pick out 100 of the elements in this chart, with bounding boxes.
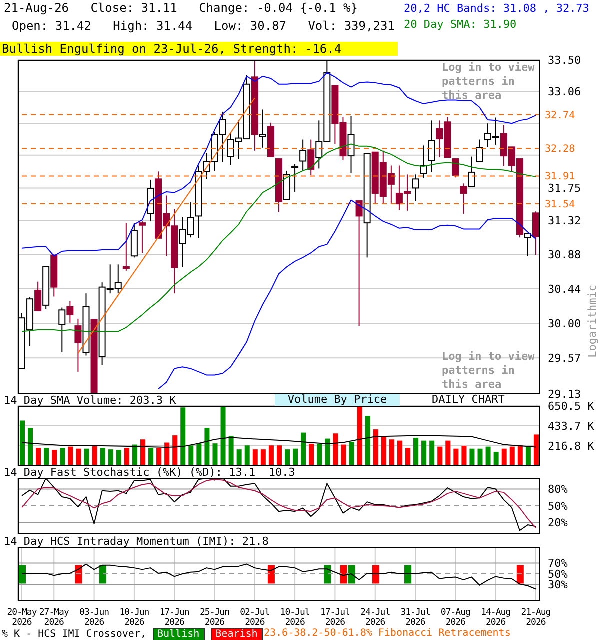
- y-tick-label: 30%: [548, 578, 568, 592]
- bar: [84, 448, 90, 466]
- bar: [446, 440, 451, 466]
- line-series: [22, 72, 536, 257]
- bar: [100, 448, 106, 466]
- bar: [20, 420, 25, 466]
- bar: [349, 442, 354, 466]
- bar: [486, 446, 491, 466]
- bar: [60, 448, 66, 466]
- y-tick-label: 33.06: [548, 86, 582, 98]
- bar: [470, 448, 475, 466]
- bar: [132, 444, 138, 466]
- candlestick: [412, 174, 420, 202]
- bar: [252, 450, 258, 466]
- candlestick: [460, 183, 468, 214]
- y-tick-label: 29.13: [548, 388, 582, 401]
- x-tick-label: 10-Jul 2026: [280, 608, 310, 628]
- bar: [276, 446, 282, 466]
- text: 23.6-38.2-50-61.8% Fibonacci Retracements: [263, 628, 512, 639]
- bar: [140, 440, 146, 466]
- candlestick: [74, 318, 82, 372]
- bar: [180, 408, 186, 466]
- candlestick: [58, 307, 66, 354]
- candlestick: [122, 222, 130, 272]
- bar: [510, 446, 515, 466]
- candlestick: [420, 145, 428, 179]
- bar: [478, 448, 483, 466]
- chart-title: 14 Day Fast Stochastic (%K) (%D): 13.1 10.3: [4, 466, 296, 479]
- line-series: [22, 436, 536, 448]
- candlestick: [259, 109, 266, 148]
- x-tick-label: 02-Jul 2026: [240, 608, 270, 628]
- text: Bearish: [210, 628, 263, 640]
- x-tick-label: 07-Aug 2026: [440, 608, 471, 628]
- bar: [260, 450, 266, 466]
- bar: [36, 448, 42, 466]
- bar: [365, 416, 370, 466]
- y-tick-label: 650.5 K: [548, 400, 595, 413]
- candlestick: [356, 200, 363, 327]
- y-tick-label: 33.50: [548, 54, 582, 67]
- bar: [44, 448, 50, 466]
- x-tick-label: 03-Jun 2026: [80, 608, 110, 628]
- bar: [373, 430, 378, 466]
- y-tick-label: 31.32: [548, 214, 582, 228]
- text: Bullish Engulfing on 23-Jul-26, Strength: -16.4: [0, 42, 398, 56]
- line-series: [22, 564, 536, 590]
- bar: [244, 446, 250, 466]
- bar: [268, 446, 274, 466]
- y-tick-label: 31.75: [548, 182, 582, 196]
- annotation: Log in to view patterns in this area: [441, 350, 536, 392]
- bar: [438, 446, 443, 466]
- text: 20 Day SMA: 31.90: [404, 18, 518, 31]
- bar: [293, 448, 298, 466]
- bar: [405, 448, 410, 466]
- annotation: Log in to view patterns in this area: [441, 61, 536, 103]
- x-tick-label: 21-Aug 2026: [521, 608, 551, 628]
- bar: [494, 452, 499, 466]
- y-tick-label: 50%: [548, 500, 568, 513]
- y-tick-label: 70%: [548, 557, 568, 570]
- bar: [397, 440, 402, 466]
- bar: [534, 434, 539, 466]
- candlestick: [476, 139, 484, 163]
- annotation: DAILY CHART: [431, 393, 506, 406]
- x-tick-label: 17-Jun 2026: [160, 608, 190, 628]
- y-tick-label: 30.88: [548, 248, 582, 262]
- y-tick-label: 20%: [548, 516, 568, 530]
- bar: [92, 446, 98, 466]
- candlestick: [34, 281, 42, 312]
- x-tick-label: 25-Jun 2026: [200, 608, 230, 628]
- ref-line-label: 32.74: [545, 110, 576, 122]
- candlestick: [292, 164, 299, 192]
- bar: [188, 446, 194, 466]
- ref-line-label: 32.28: [545, 144, 576, 156]
- text: Bullish: [152, 628, 205, 640]
- y-tick-label: 30.00: [548, 318, 582, 331]
- bar: [301, 432, 306, 466]
- bar: [285, 450, 290, 466]
- bar: [325, 438, 330, 466]
- bar: [124, 448, 130, 466]
- bar: [148, 448, 154, 466]
- bar: [28, 428, 34, 466]
- bar: [68, 446, 74, 466]
- x-tick-label: 24-Jul 2026: [360, 608, 390, 628]
- bar: [389, 440, 394, 466]
- candlestick: [300, 139, 307, 172]
- bar: [236, 450, 242, 466]
- x-tick-label: 20-May 2026: [7, 608, 38, 628]
- bar: [212, 444, 218, 466]
- x-tick-label: 14-Aug 2026: [481, 608, 511, 628]
- bar: [220, 406, 226, 466]
- y-tick-label: 29.57: [548, 352, 582, 366]
- bar: [196, 444, 202, 466]
- bar: [333, 434, 338, 466]
- x-tick-label: 10-Jun 2026: [120, 608, 150, 628]
- bar: [164, 442, 170, 466]
- bar: [108, 450, 114, 466]
- ref-line-label: 31.54: [545, 200, 576, 211]
- bar: [462, 446, 467, 466]
- bar: [341, 444, 346, 466]
- candlestick: [66, 300, 74, 324]
- bar: [357, 406, 362, 466]
